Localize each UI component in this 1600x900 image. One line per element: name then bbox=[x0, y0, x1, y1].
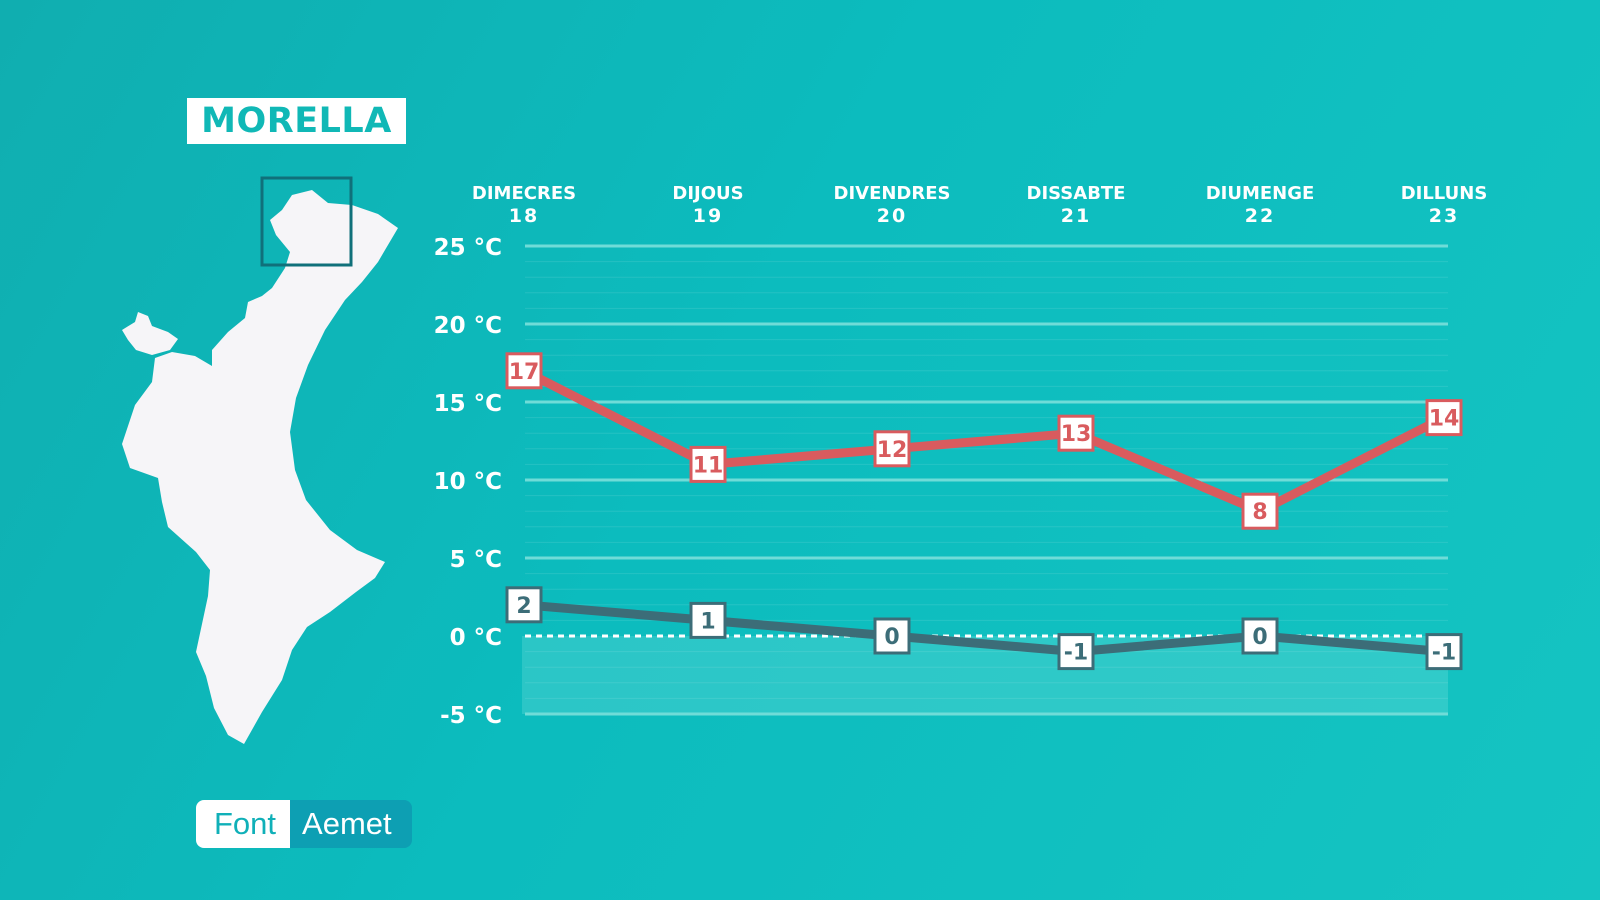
max-point-marker bbox=[689, 445, 727, 483]
day-label: DILLUNS bbox=[1401, 183, 1488, 204]
below-zero-band bbox=[522, 636, 1448, 714]
min-data-label: 1 bbox=[700, 609, 715, 634]
location-title-badge: MORELLA bbox=[187, 98, 406, 144]
y-tick-label: 5 °C bbox=[450, 547, 502, 573]
date-label: 22 bbox=[1245, 205, 1275, 227]
day-label: DISSABTE bbox=[1027, 183, 1126, 204]
min-point-marker bbox=[1057, 633, 1095, 671]
date-label: 20 bbox=[877, 205, 907, 227]
max-data-label: 11 bbox=[693, 453, 724, 478]
source-label: Font bbox=[196, 800, 291, 848]
min-point-marker bbox=[689, 601, 727, 639]
y-tick-label: -5 °C bbox=[440, 703, 502, 729]
y-tick-label: 10 °C bbox=[434, 469, 502, 495]
min-data-label: -1 bbox=[1432, 641, 1456, 666]
min-data-label: 0 bbox=[884, 625, 899, 650]
y-tick-label: 25 °C bbox=[434, 235, 502, 261]
max-point-marker bbox=[505, 352, 543, 390]
min-point-marker bbox=[505, 586, 543, 624]
max-data-label: 17 bbox=[509, 360, 540, 385]
max-point-marker bbox=[873, 430, 911, 468]
date-label: 18 bbox=[509, 205, 539, 227]
day-label: DIVENDRES bbox=[834, 183, 951, 204]
max-data-label: 8 bbox=[1252, 500, 1267, 525]
min-point-marker bbox=[873, 617, 911, 655]
y-tick-label: 20 °C bbox=[434, 313, 502, 339]
max-data-label: 13 bbox=[1061, 422, 1092, 447]
min-data-label: 2 bbox=[516, 594, 531, 619]
day-label: DIUMENGE bbox=[1206, 183, 1315, 204]
source-badge: Font Aemet bbox=[196, 800, 412, 848]
date-label: 23 bbox=[1429, 205, 1459, 227]
min-point-marker bbox=[1241, 617, 1279, 655]
day-label: DIMECRES bbox=[472, 183, 576, 204]
min-data-label: 0 bbox=[1252, 625, 1267, 650]
day-label: DIJOUS bbox=[672, 183, 743, 204]
max-point-marker bbox=[1241, 492, 1279, 530]
min-point-marker bbox=[1425, 633, 1463, 671]
max-point-marker bbox=[1425, 399, 1463, 437]
source-value: Aemet bbox=[290, 800, 412, 848]
location-title: MORELLA bbox=[201, 101, 392, 141]
y-tick-label: 0 °C bbox=[450, 625, 502, 651]
date-label: 19 bbox=[693, 205, 723, 227]
min-data-label: -1 bbox=[1064, 641, 1088, 666]
min-series-line bbox=[519, 600, 1449, 657]
max-point-marker bbox=[1057, 414, 1095, 452]
max-data-label: 14 bbox=[1429, 407, 1460, 432]
max-series-line bbox=[519, 366, 1449, 516]
y-tick-label: 15 °C bbox=[434, 391, 502, 417]
date-label: 21 bbox=[1061, 205, 1091, 227]
max-data-label: 12 bbox=[877, 438, 908, 463]
